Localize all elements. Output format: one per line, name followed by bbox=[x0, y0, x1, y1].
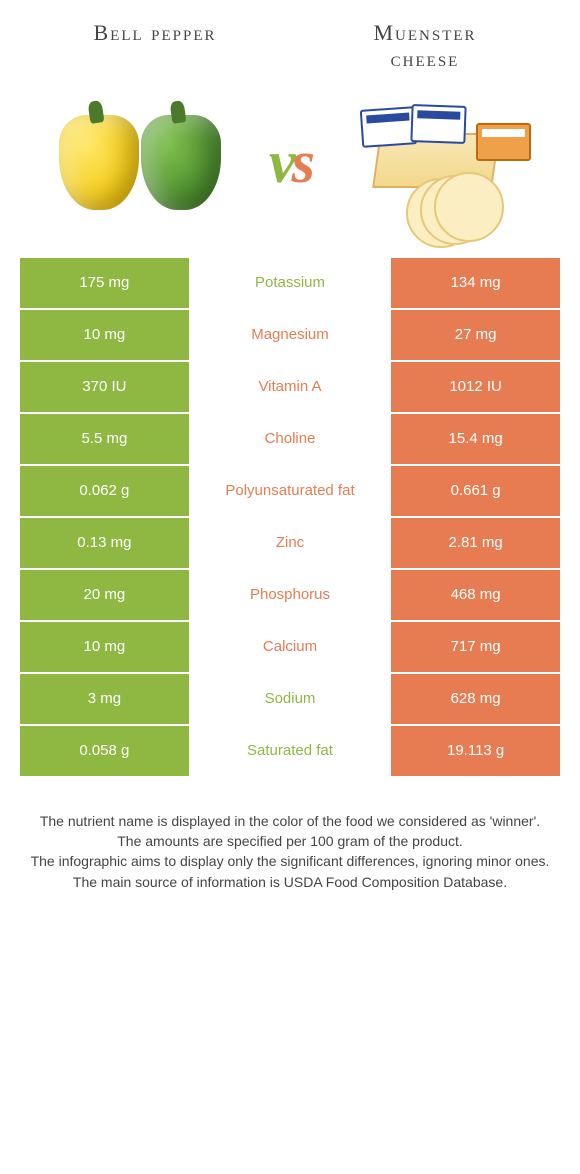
vs-v: v bbox=[269, 129, 292, 195]
value-left: 0.13 mg bbox=[20, 518, 189, 568]
cheese-box-icon bbox=[476, 123, 531, 161]
vs-s: s bbox=[292, 129, 311, 195]
footer-line: The infographic aims to display only the… bbox=[20, 851, 560, 871]
nutrient-name: Zinc bbox=[189, 518, 392, 568]
value-left: 175 mg bbox=[20, 258, 189, 308]
title-right-line1: Muenster bbox=[373, 20, 476, 45]
value-right: 717 mg bbox=[391, 622, 560, 672]
cheese-slices-icon bbox=[406, 183, 496, 213]
value-left: 3 mg bbox=[20, 674, 189, 724]
nutrient-name: Calcium bbox=[189, 622, 392, 672]
yellow-pepper-icon bbox=[59, 115, 139, 210]
title-right: Muenster cheese bbox=[290, 20, 560, 73]
nutrient-name: Polyunsaturated fat bbox=[189, 466, 392, 516]
table-row: 370 IUVitamin A1012 IU bbox=[20, 362, 560, 412]
value-right: 15.4 mg bbox=[391, 414, 560, 464]
nutrient-name: Potassium bbox=[189, 258, 392, 308]
table-row: 0.13 mgZinc2.81 mg bbox=[20, 518, 560, 568]
nutrient-name: Magnesium bbox=[189, 310, 392, 360]
footer-line: The nutrient name is displayed in the co… bbox=[20, 811, 560, 831]
value-right: 19.113 g bbox=[391, 726, 560, 776]
value-left: 5.5 mg bbox=[20, 414, 189, 464]
nutrient-table: 175 mgPotassium134 mg10 mgMagnesium27 mg… bbox=[20, 258, 560, 776]
images-row: vs bbox=[20, 83, 560, 243]
table-row: 5.5 mgCholine15.4 mg bbox=[20, 414, 560, 464]
muenster-cheese-image bbox=[321, 103, 560, 223]
infographic-container: Bell pepper Muenster cheese vs 175 mgP bbox=[0, 0, 580, 892]
value-left: 10 mg bbox=[20, 310, 189, 360]
table-row: 10 mgCalcium717 mg bbox=[20, 622, 560, 672]
title-right-line2: cheese bbox=[391, 46, 460, 71]
value-right: 468 mg bbox=[391, 570, 560, 620]
table-row: 10 mgMagnesium27 mg bbox=[20, 310, 560, 360]
nutrient-name: Phosphorus bbox=[189, 570, 392, 620]
nutrient-name: Vitamin A bbox=[189, 362, 392, 412]
value-left: 10 mg bbox=[20, 622, 189, 672]
footer-notes: The nutrient name is displayed in the co… bbox=[20, 811, 560, 892]
footer-line: The amounts are specified per 100 gram o… bbox=[20, 831, 560, 851]
bell-pepper-image bbox=[20, 115, 259, 210]
table-row: 0.062 gPolyunsaturated fat0.661 g bbox=[20, 466, 560, 516]
value-right: 2.81 mg bbox=[391, 518, 560, 568]
value-right: 628 mg bbox=[391, 674, 560, 724]
table-row: 20 mgPhosphorus468 mg bbox=[20, 570, 560, 620]
table-row: 0.058 gSaturated fat19.113 g bbox=[20, 726, 560, 776]
value-left: 0.062 g bbox=[20, 466, 189, 516]
value-right: 1012 IU bbox=[391, 362, 560, 412]
footer-line: The main source of information is USDA F… bbox=[20, 872, 560, 892]
table-row: 3 mgSodium628 mg bbox=[20, 674, 560, 724]
title-left: Bell pepper bbox=[20, 20, 290, 73]
value-right: 134 mg bbox=[391, 258, 560, 308]
cheese-box-icon bbox=[410, 104, 466, 144]
cheese-box-icon bbox=[359, 106, 417, 148]
value-left: 370 IU bbox=[20, 362, 189, 412]
value-right: 0.661 g bbox=[391, 466, 560, 516]
nutrient-name: Sodium bbox=[189, 674, 392, 724]
titles-row: Bell pepper Muenster cheese bbox=[20, 20, 560, 73]
nutrient-name: Saturated fat bbox=[189, 726, 392, 776]
value-left: 20 mg bbox=[20, 570, 189, 620]
table-row: 175 mgPotassium134 mg bbox=[20, 258, 560, 308]
value-left: 0.058 g bbox=[20, 726, 189, 776]
vs-label: vs bbox=[259, 128, 321, 197]
green-pepper-icon bbox=[141, 115, 221, 210]
nutrient-name: Choline bbox=[189, 414, 392, 464]
value-right: 27 mg bbox=[391, 310, 560, 360]
